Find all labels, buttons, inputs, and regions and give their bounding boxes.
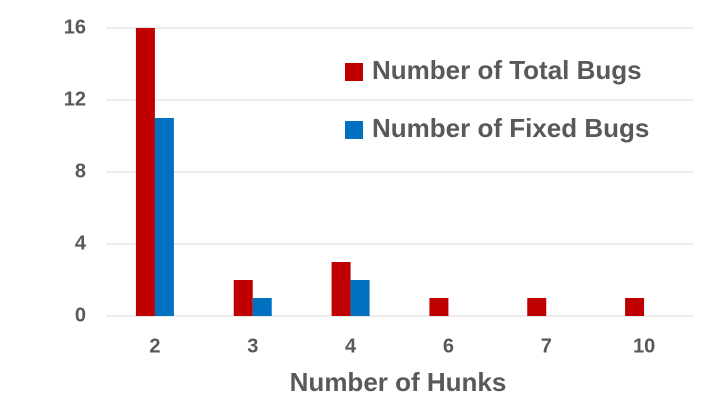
bar: [625, 298, 645, 316]
bar: [527, 298, 547, 316]
y-tick-label: 8: [75, 160, 86, 182]
y-tick-label: 0: [75, 304, 86, 326]
bar: [252, 298, 272, 316]
y-tick-label: 12: [64, 88, 86, 110]
bar: [154, 118, 174, 316]
y-tick-label: 16: [64, 16, 86, 38]
x-tick-label: 3: [247, 335, 258, 357]
legend-label: Number of Total Bugs: [372, 55, 642, 85]
x-tick-label: 4: [345, 335, 357, 357]
x-axis-label: Number of Hunks: [290, 367, 507, 397]
y-tick-label: 4: [75, 232, 87, 254]
bar: [331, 262, 351, 316]
x-tick-label: 10: [633, 335, 655, 357]
x-tick-label: 7: [541, 335, 552, 357]
x-tick-label: 2: [149, 335, 160, 357]
bar: [135, 28, 155, 316]
bar: [429, 298, 449, 316]
legend-label: Number of Fixed Bugs: [372, 113, 649, 143]
legend-swatch: [345, 121, 363, 139]
legend-swatch: [345, 63, 363, 81]
x-tick-label: 6: [443, 335, 454, 357]
bar: [350, 280, 370, 316]
bar: [233, 280, 253, 316]
